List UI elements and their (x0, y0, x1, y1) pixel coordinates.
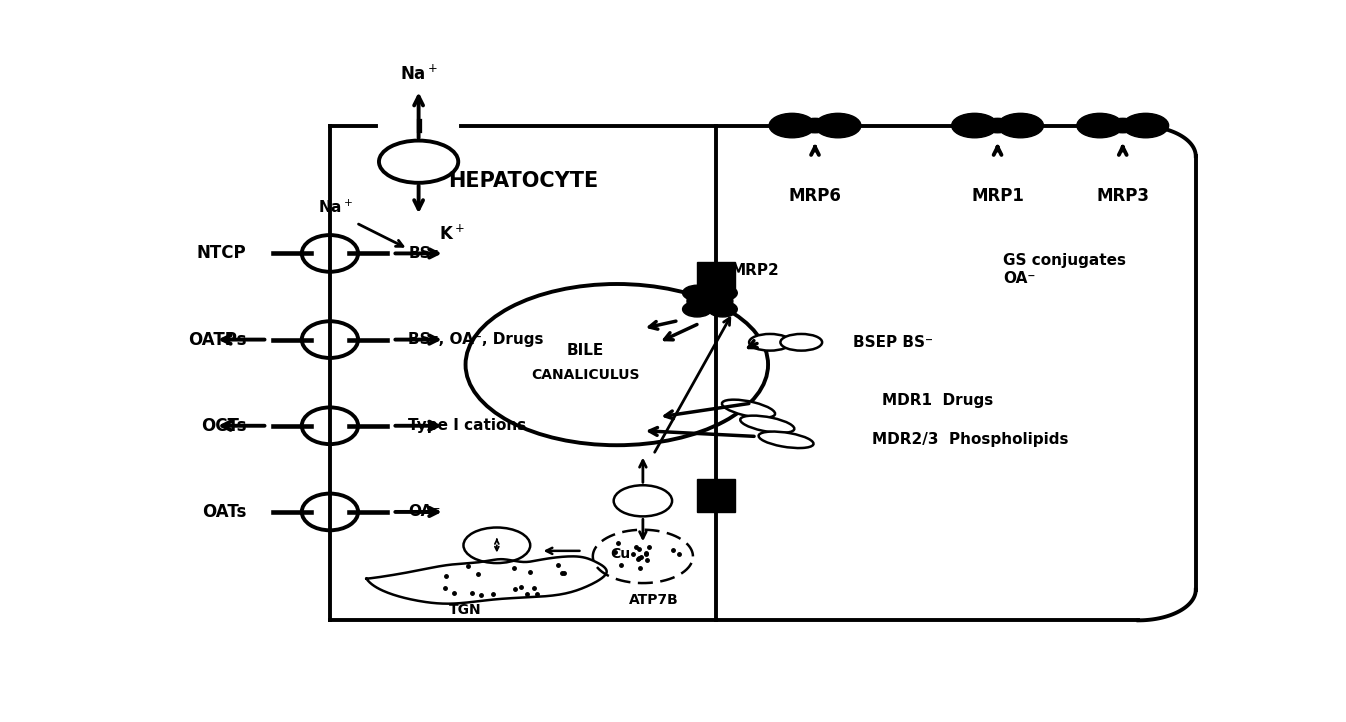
Text: MDR2/3  Phospholipids: MDR2/3 Phospholipids (872, 432, 1069, 447)
Text: OATPs: OATPs (188, 331, 246, 349)
Circle shape (1109, 118, 1136, 133)
Circle shape (769, 113, 816, 138)
Circle shape (708, 301, 738, 317)
Circle shape (816, 113, 861, 138)
Text: Na$^+$: Na$^+$ (400, 64, 437, 84)
Circle shape (708, 285, 738, 301)
Text: BILE: BILE (567, 343, 604, 358)
Ellipse shape (740, 416, 794, 433)
Text: OATs: OATs (202, 503, 246, 521)
Text: BS⁻, OA⁻, Drugs: BS⁻, OA⁻, Drugs (408, 332, 544, 347)
Text: BSEP BS⁻: BSEP BS⁻ (853, 335, 933, 349)
Circle shape (1123, 113, 1168, 138)
Circle shape (997, 113, 1043, 138)
Text: MDR1  Drugs: MDR1 Drugs (882, 393, 993, 408)
Circle shape (984, 118, 1011, 133)
Text: ATP7B: ATP7B (629, 593, 678, 606)
Text: Na$^+$: Na$^+$ (318, 199, 353, 216)
Circle shape (801, 118, 829, 133)
Text: OA⁻: OA⁻ (408, 505, 440, 519)
Text: MRP6: MRP6 (789, 187, 841, 205)
Text: CANALICULUS: CANALICULUS (532, 367, 639, 382)
Text: Type I cations: Type I cations (408, 418, 526, 433)
Text: MRP3: MRP3 (1096, 187, 1149, 205)
Ellipse shape (781, 334, 822, 351)
Circle shape (952, 113, 997, 138)
FancyBboxPatch shape (697, 479, 735, 512)
Text: GS conjugates
OA⁻: GS conjugates OA⁻ (1003, 253, 1125, 286)
Text: TGN: TGN (450, 603, 482, 617)
Ellipse shape (750, 334, 791, 351)
Text: Cu: Cu (610, 547, 630, 560)
Text: OCTs: OCTs (201, 417, 246, 435)
Text: MRP2: MRP2 (731, 263, 779, 278)
Text: NTCP: NTCP (197, 245, 246, 262)
FancyBboxPatch shape (697, 262, 735, 295)
Text: BS⁻: BS⁻ (408, 246, 439, 261)
Circle shape (682, 301, 712, 317)
Ellipse shape (721, 400, 775, 418)
Circle shape (686, 289, 732, 313)
Ellipse shape (759, 432, 813, 448)
Text: MRP1: MRP1 (970, 187, 1024, 205)
Text: K$^+$: K$^+$ (439, 225, 466, 244)
Circle shape (682, 285, 712, 301)
Text: HEPATOCYTE: HEPATOCYTE (448, 171, 598, 191)
Circle shape (1077, 113, 1123, 138)
